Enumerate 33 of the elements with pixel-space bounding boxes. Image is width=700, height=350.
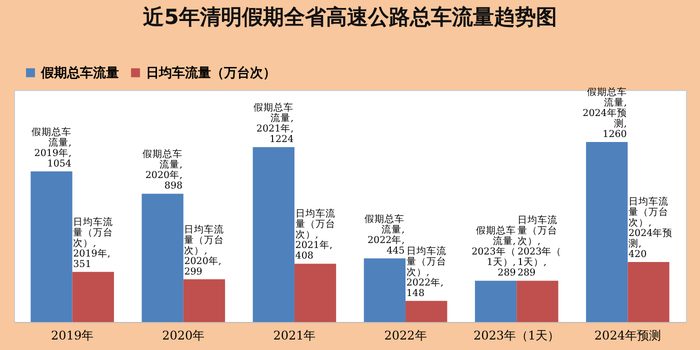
legend-label: 日均车流量（万台次） <box>146 64 276 81</box>
x-tick-label: 2021年 <box>273 328 316 342</box>
data-label: 日均车流量（万台次）, 2021年, 408 <box>295 208 336 262</box>
x-tick-label: 2020年 <box>162 328 205 342</box>
data-label: 日均车流量（万台次）, 2024年预测, 420 <box>628 196 673 260</box>
bar <box>474 280 517 322</box>
bar <box>586 142 628 322</box>
data-label: 日均车流量（万台次）, 2020年, 299 <box>184 223 224 278</box>
data-label: 日均车流量（万台次）, 2023年（1天）, 289 <box>517 214 562 279</box>
data-label: 假期总车流量, 2022年, 445 <box>364 212 405 256</box>
bar <box>72 272 114 322</box>
legend-label: 假期总车流量 <box>40 64 119 81</box>
bar <box>406 300 448 322</box>
x-tick-label: 2024年预测 <box>594 328 661 342</box>
data-label: 假期总车流量, 2023年（1天）, 289 <box>472 224 516 279</box>
bar <box>364 258 406 322</box>
data-label: 假期总车流量, 2024年预测, 1260 <box>582 86 627 140</box>
data-label: 日均车流量（万台次）, 2019年, 351 <box>73 216 114 270</box>
data-label: 假期总车流量, 2019年, 1054 <box>31 126 72 170</box>
bar <box>142 194 184 322</box>
x-tick-label: 2019年 <box>51 328 94 342</box>
x-tick-label: 2022年 <box>384 328 427 342</box>
data-label: 假期总车流量, 2021年, 1224 <box>254 102 294 146</box>
chart-title: 近5年清明假期全省高速公路总车流量趋势图 <box>142 5 557 29</box>
x-tick-label: 2023年（1天） <box>474 328 560 342</box>
bar <box>628 262 670 322</box>
bar <box>516 280 558 322</box>
data-label: 假期总车流量, 2020年, 898 <box>142 148 183 192</box>
bar <box>294 264 336 322</box>
bar <box>183 279 226 322</box>
data-label: 日均车流量（万台次）, 2022年, 148 <box>406 244 446 299</box>
bar <box>30 171 72 322</box>
bar <box>252 147 294 322</box>
